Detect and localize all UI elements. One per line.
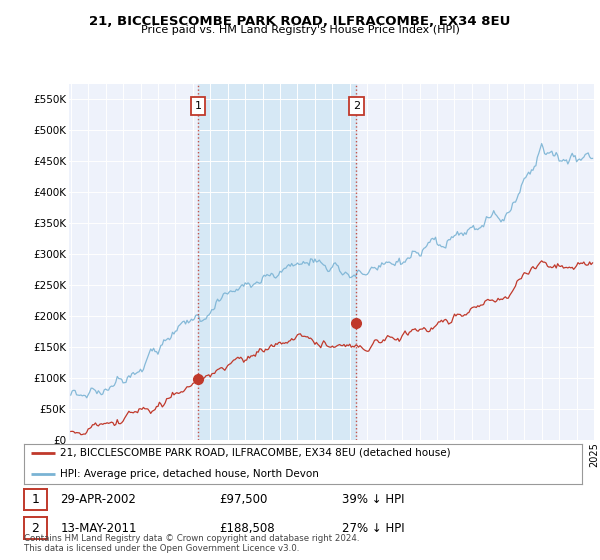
Text: £97,500: £97,500	[220, 493, 268, 506]
Text: 1: 1	[194, 101, 202, 111]
Text: 29-APR-2002: 29-APR-2002	[60, 493, 136, 506]
Text: 39% ↓ HPI: 39% ↓ HPI	[342, 493, 404, 506]
Text: 2: 2	[353, 101, 360, 111]
Text: 21, BICCLESCOMBE PARK ROAD, ILFRACOMBE, EX34 8EU: 21, BICCLESCOMBE PARK ROAD, ILFRACOMBE, …	[89, 15, 511, 28]
Text: £188,508: £188,508	[220, 521, 275, 535]
Text: Contains HM Land Registry data © Crown copyright and database right 2024.
This d: Contains HM Land Registry data © Crown c…	[24, 534, 359, 553]
Text: HPI: Average price, detached house, North Devon: HPI: Average price, detached house, Nort…	[60, 469, 319, 479]
Text: Price paid vs. HM Land Registry's House Price Index (HPI): Price paid vs. HM Land Registry's House …	[140, 25, 460, 35]
Text: 27% ↓ HPI: 27% ↓ HPI	[342, 521, 404, 535]
Text: 1: 1	[31, 493, 40, 506]
Text: 13-MAY-2011: 13-MAY-2011	[60, 521, 137, 535]
Text: 2: 2	[31, 521, 40, 535]
Bar	[198, 84, 356, 440]
Text: 21, BICCLESCOMBE PARK ROAD, ILFRACOMBE, EX34 8EU (detached house): 21, BICCLESCOMBE PARK ROAD, ILFRACOMBE, …	[60, 448, 451, 458]
